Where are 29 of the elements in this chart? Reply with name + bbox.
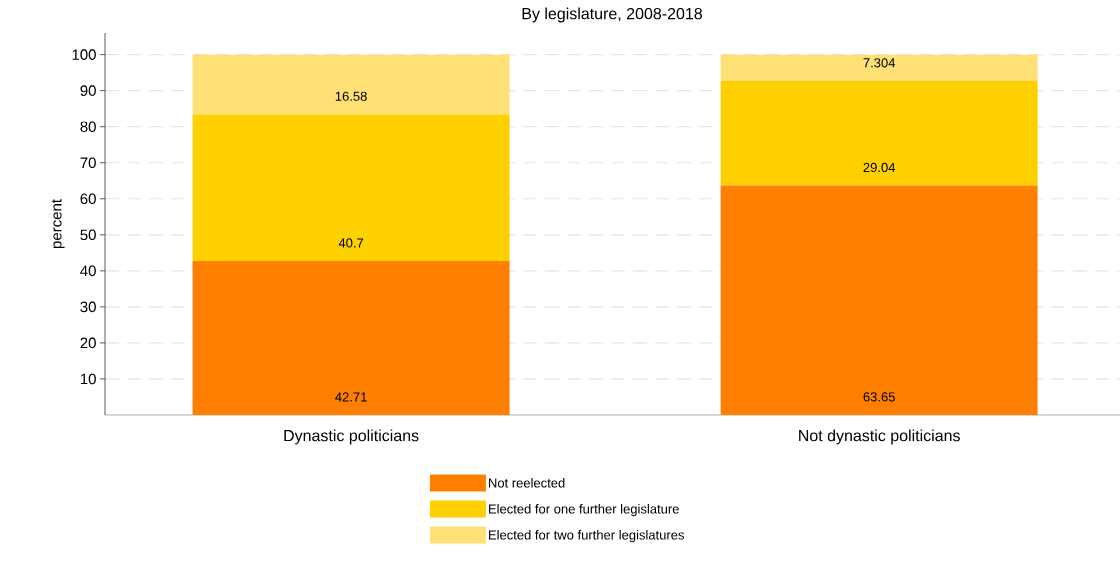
data-label: 40.7: [338, 238, 364, 248]
legend-label: Elected for two further legislatures: [489, 530, 684, 543]
legend-label: Not reelected: [489, 478, 565, 488]
y-tick-label: 90: [80, 85, 96, 96]
data-label: 63.65: [863, 392, 895, 402]
y-tick-label: 70: [80, 157, 96, 169]
data-label: 7.304: [863, 58, 896, 68]
bar: [720, 80, 1038, 186]
y-tick-label: 10: [80, 373, 96, 385]
legend-label: Elected for one further legislature: [489, 504, 679, 517]
y-tick-label: 30: [80, 301, 96, 313]
y-tick-label: 60: [80, 193, 96, 205]
bar: [720, 54, 1038, 81]
y-axis-title: percent: [51, 199, 65, 249]
data-label: 16.58: [335, 91, 367, 101]
y-tick-label: 40: [80, 265, 96, 277]
x-tick-label: Not dynastic politicians: [799, 429, 960, 445]
y-tick-label: 50: [80, 229, 96, 241]
y-tick-label: 80: [80, 121, 96, 132]
chart-title: By legislature, 2008-2018: [522, 7, 702, 23]
bar: [720, 185, 1038, 415]
bar: [192, 261, 510, 415]
data-label: 42.71: [335, 392, 367, 402]
x-tick-label: Dynastic politicians: [284, 429, 419, 445]
y-tick-label: 20: [80, 337, 96, 349]
y-tick-label: 100: [72, 49, 96, 60]
data-label: 29.04: [863, 162, 896, 173]
bar: [192, 54, 510, 115]
bar: [192, 114, 510, 262]
